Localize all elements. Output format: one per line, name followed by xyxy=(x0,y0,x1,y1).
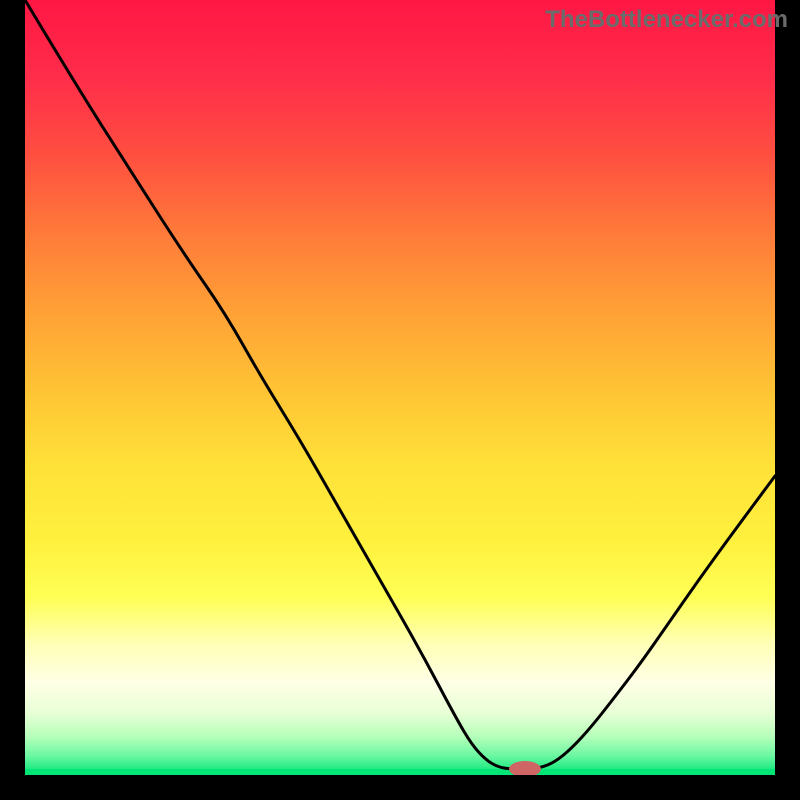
plot-svg xyxy=(25,0,775,775)
watermark-text: TheBottlenecker.com xyxy=(545,6,788,34)
gradient-background xyxy=(25,0,775,775)
bottom-green-band xyxy=(25,769,775,775)
plot-area xyxy=(25,0,775,775)
bottleneck-chart: TheBottlenecker.com xyxy=(0,0,800,800)
